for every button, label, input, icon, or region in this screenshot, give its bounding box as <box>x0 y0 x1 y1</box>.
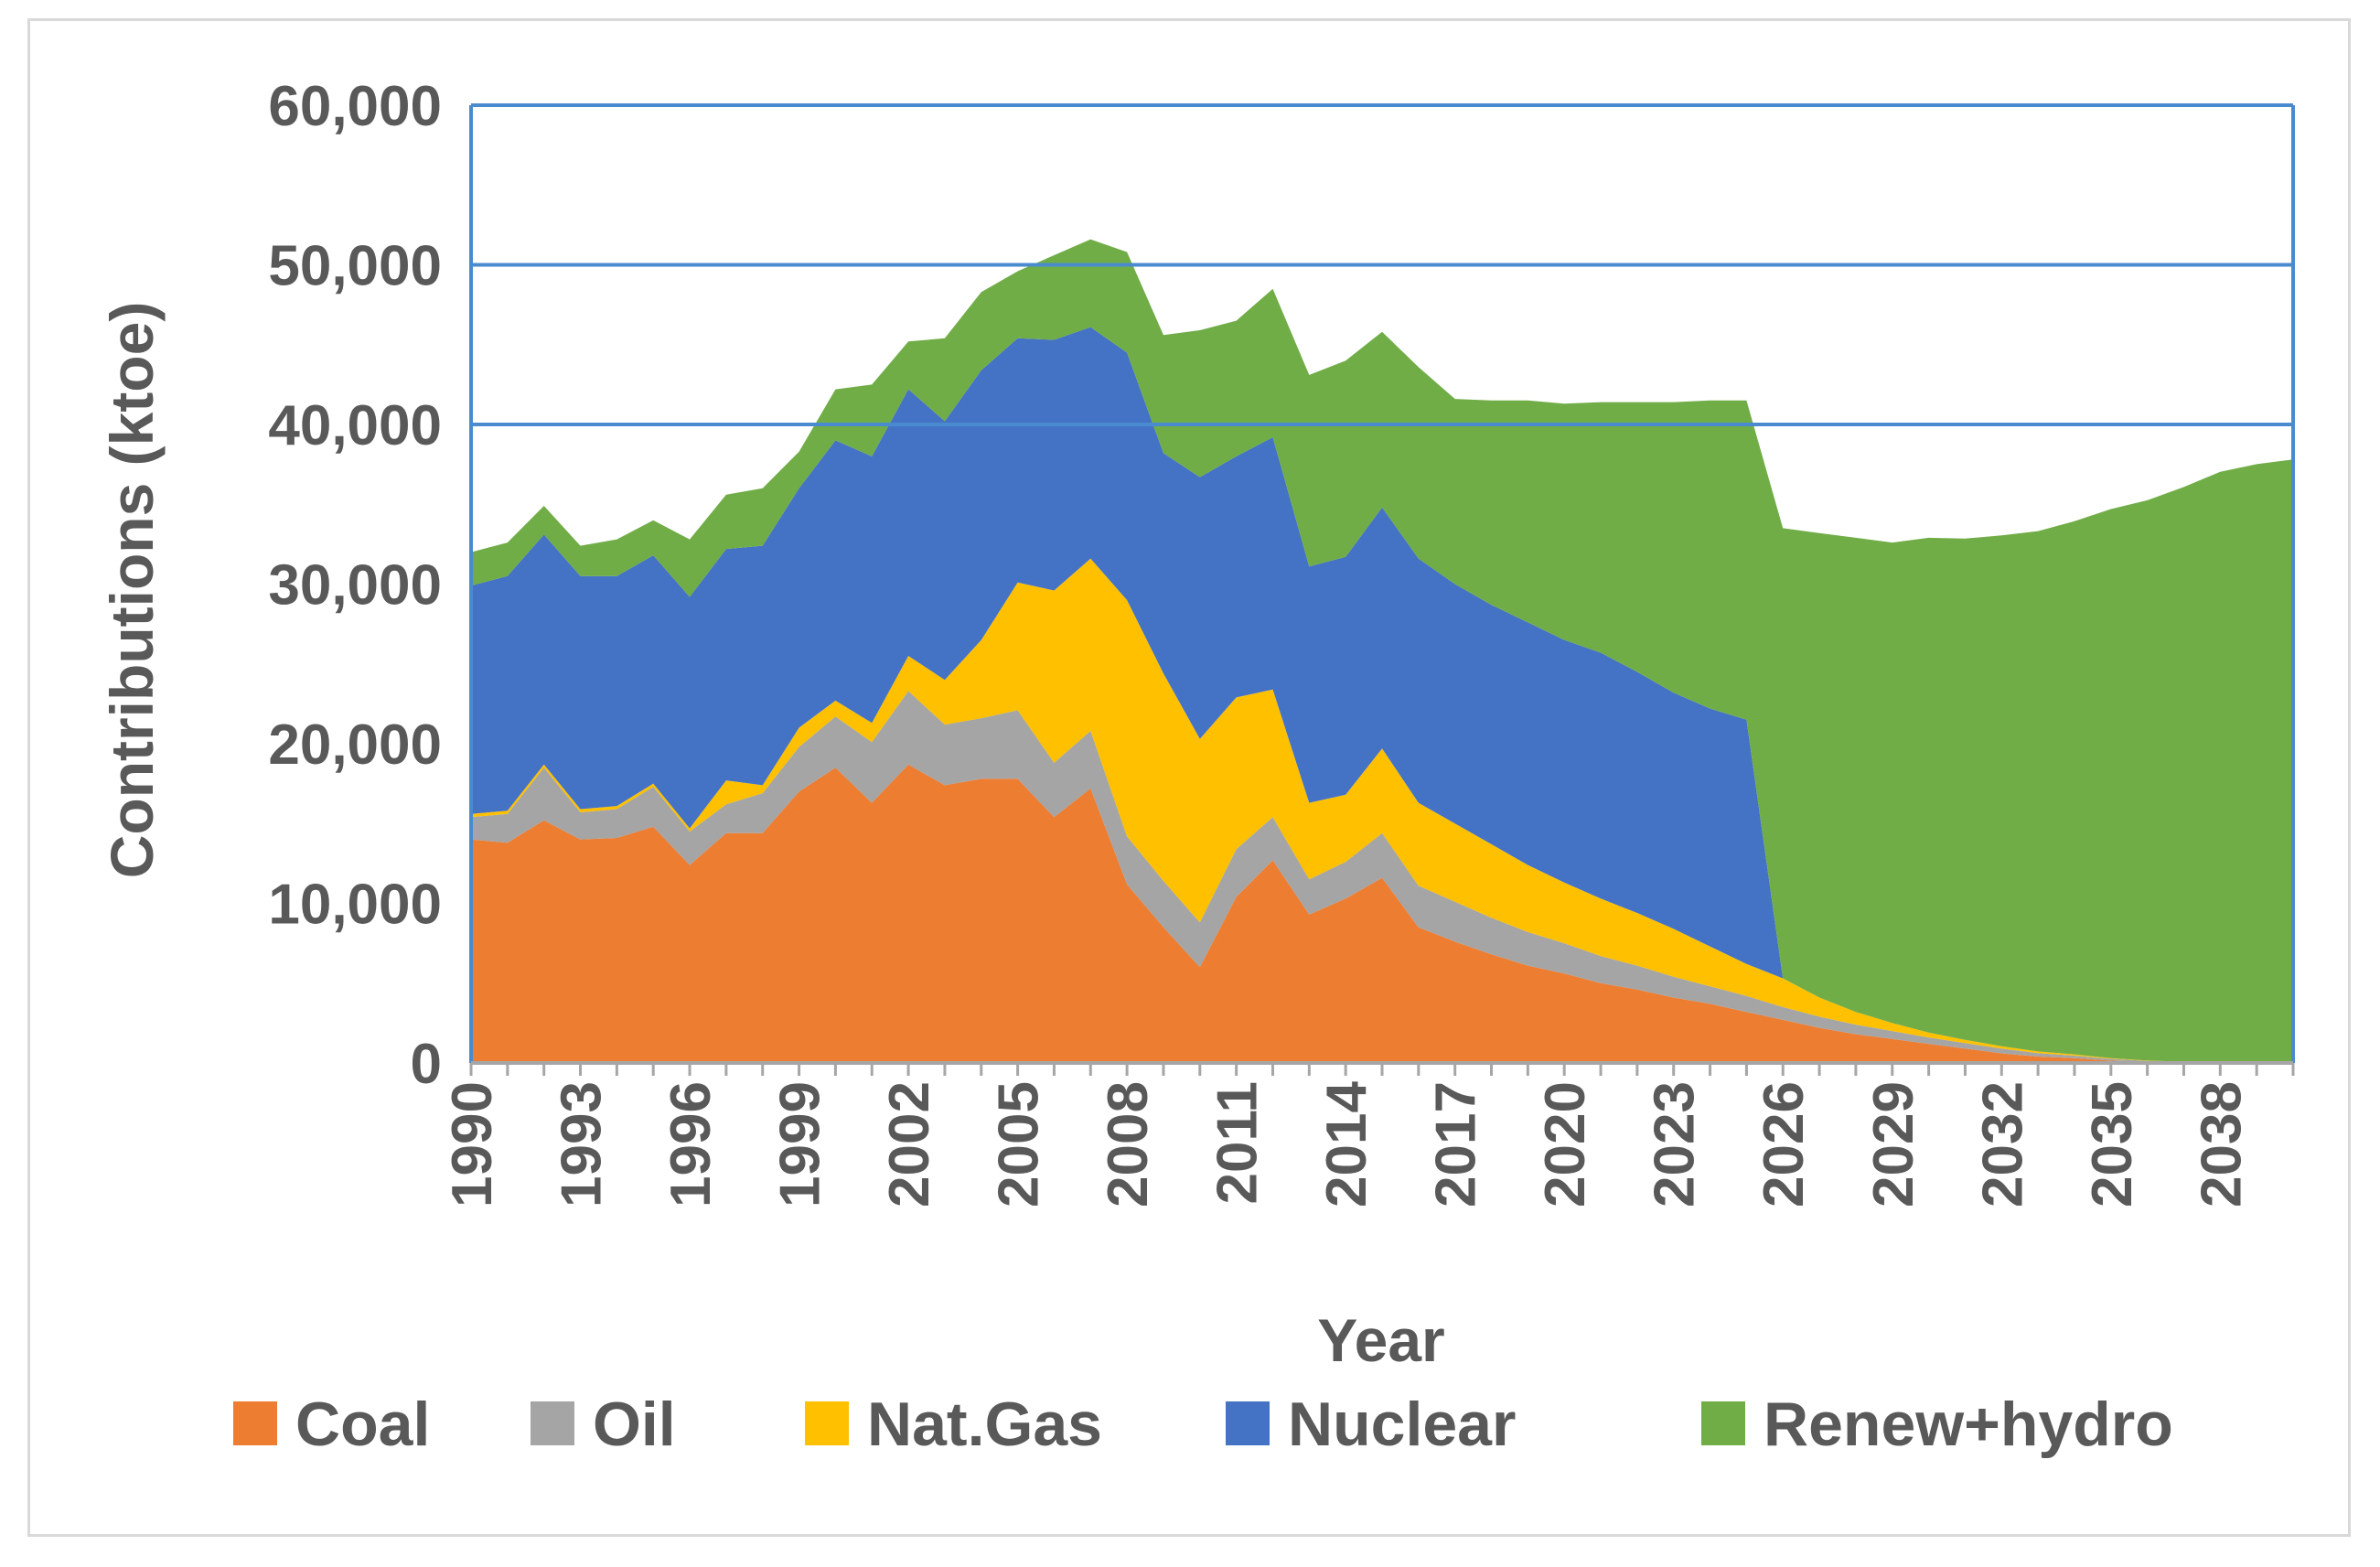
x-tick-label: 2011 <box>1206 1081 1270 1205</box>
area-nuclear <box>471 327 2293 1063</box>
y-axis-title: Contributions (ktoe) <box>98 302 166 879</box>
x-tick-labels: 1990 1993 1996 1999 2002 2005 2008 2011 2014 2017… <box>441 1080 2253 1207</box>
x-tick-label: 1993 <box>551 1081 614 1207</box>
y-tick-label: 20,000 <box>268 714 442 777</box>
x-tick-label: 2026 <box>1753 1081 1816 1207</box>
legend-label: Oil <box>593 1390 676 1459</box>
x-tick-label: 2005 <box>988 1081 1051 1207</box>
x-tick-label: 2038 <box>2190 1081 2253 1207</box>
x-axis-title: Year <box>1317 1306 1444 1374</box>
x-tick-label: 2017 <box>1425 1081 1488 1207</box>
x-tick-label: 2023 <box>1644 1081 1707 1207</box>
x-tick-label: 2020 <box>1534 1081 1597 1207</box>
y-tick-label: 30,000 <box>268 554 442 617</box>
legend-swatch <box>531 1401 574 1445</box>
gridlines <box>471 263 2293 426</box>
y-tick-labels: 0 10,000 20,000 30,000 40,000 50,000 60,000 <box>268 75 442 1096</box>
y-tick-label: 10,000 <box>268 874 442 937</box>
legend-label: Renew+hydro <box>1764 1390 2173 1459</box>
legend-swatch <box>805 1401 849 1445</box>
area-oil <box>471 691 2293 1063</box>
x-tick-label: 2035 <box>2081 1081 2144 1207</box>
x-tick-label: 1996 <box>659 1081 723 1207</box>
legend-label: Nuclear <box>1288 1390 1516 1459</box>
y-tick-label: 0 <box>411 1033 442 1096</box>
x-tick-label: 2032 <box>1971 1081 2034 1207</box>
x-tick-label: 2002 <box>878 1081 941 1207</box>
legend-label: Nat.Gas <box>867 1390 1102 1459</box>
x-tick-label: 2008 <box>1097 1081 1160 1207</box>
x-tick-label: 1990 <box>441 1081 504 1207</box>
x-tick-label: 2014 <box>1315 1080 1378 1207</box>
x-tick-label: 2029 <box>1862 1081 1925 1207</box>
axes <box>469 103 2295 1076</box>
y-tick-label: 40,000 <box>268 394 442 457</box>
legend-label: Coal <box>295 1390 430 1459</box>
area-renew-hydro <box>471 239 2293 1063</box>
legend-swatch <box>1226 1401 1270 1445</box>
y-tick-label: 60,000 <box>268 75 442 138</box>
x-tick-label: 1999 <box>769 1081 832 1207</box>
y-tick-label: 50,000 <box>268 235 442 298</box>
legend-swatch <box>233 1401 277 1445</box>
areas-layer <box>471 239 2293 1063</box>
area-coal <box>471 764 2293 1063</box>
area-nat-gas <box>471 558 2293 1063</box>
legend-swatch <box>1701 1401 1745 1445</box>
legend: Coal Oil Nat.Gas Nuclear Renew+hydro <box>233 1390 2173 1459</box>
